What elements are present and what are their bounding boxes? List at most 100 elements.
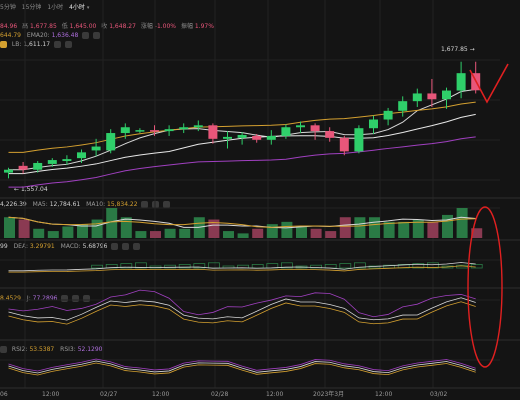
rsi2-label: RSI2: (11, 346, 28, 353)
volume-bar (442, 214, 453, 238)
time-axis-label: 06 (0, 391, 8, 398)
volume-bar (77, 224, 88, 238)
rsi3-line (8, 358, 476, 372)
eye-icon[interactable] (141, 201, 149, 208)
time-axis-label: 2023年3月 (313, 391, 345, 398)
close-icon[interactable] (163, 201, 171, 208)
candle-body (325, 131, 335, 138)
candle-body (208, 125, 218, 139)
volume-bar (237, 233, 249, 238)
kdj-legend: 8.4529 J: 77.2896 (0, 295, 91, 303)
volume-bar (33, 228, 45, 238)
volume-bar (398, 221, 410, 238)
rsi-icon (0, 346, 7, 353)
volume-ma5-line (8, 216, 476, 229)
rsi2-line (8, 362, 476, 376)
eye-icon[interactable] (82, 32, 90, 39)
macd-bar (207, 262, 220, 269)
candle-body (266, 135, 276, 140)
high-marker-value: 1,677.85 (441, 46, 468, 53)
volume-bar (47, 231, 59, 238)
volume-bar (310, 228, 322, 238)
close-icon[interactable] (83, 295, 91, 302)
candle-body (120, 127, 130, 134)
volume-bar (62, 226, 74, 238)
ohlc-close-label: 收 (101, 23, 108, 30)
settings-icon[interactable] (122, 243, 130, 250)
interval-tabs: 5分钟 15分钟 1小时 4小时 ▾ (0, 4, 89, 12)
ohlc-amp: 1.97% (194, 23, 214, 30)
close-icon[interactable] (133, 243, 141, 250)
ma-upper-band (8, 101, 476, 153)
rsi2-value: 53.5387 (29, 346, 55, 353)
candle-body (223, 136, 232, 139)
ema-label: EMA20: (26, 32, 50, 39)
macd-bar (339, 263, 352, 269)
ohlc-open: 84.96 (0, 23, 18, 30)
candle-body (442, 90, 451, 100)
volume-bar (354, 217, 366, 238)
low-marker: ← 1,557.04 (14, 186, 48, 193)
ma-legend: 644.79 EMA20: 1,636.48 (0, 32, 101, 40)
volume-bar (412, 219, 424, 238)
candle-body (427, 93, 437, 100)
volume-bar (383, 221, 395, 238)
candle-body (18, 165, 28, 170)
ohlc-high: 1,677.85 (30, 23, 57, 30)
ohlc-low: 1,645.00 (69, 23, 97, 30)
macd-bar (353, 262, 366, 269)
volume-bar (339, 217, 351, 238)
macd-bar (178, 263, 191, 269)
vol-ma10-label: MA10: (86, 201, 106, 208)
macd-bar (470, 263, 483, 269)
macd-dea-label: DEA: (13, 243, 28, 250)
volume-bar (120, 217, 132, 238)
macd-bar (280, 262, 293, 269)
kdj-k-line (8, 297, 476, 321)
ohlc-low-label: 低 (61, 23, 68, 30)
interval-5m[interactable]: 5分钟 (0, 4, 16, 11)
macd-bar (149, 265, 162, 269)
time-axis-label: 12:00 (152, 391, 170, 398)
time-axis-label: 03/02 (430, 391, 448, 398)
settings-icon[interactable] (64, 41, 72, 48)
macd-bar (164, 264, 177, 269)
settings-icon[interactable] (72, 295, 80, 302)
interval-15m[interactable]: 15分钟 (21, 4, 42, 11)
candle-body (237, 134, 247, 138)
candle-body (412, 93, 422, 102)
lb-label: LB: (11, 41, 22, 48)
candle-body (164, 129, 174, 132)
settings-icon[interactable] (152, 201, 160, 208)
kdj-j-line (8, 289, 476, 318)
eye-icon[interactable] (111, 243, 119, 250)
volume-bar (223, 231, 234, 238)
candle-body (106, 133, 116, 151)
low-marker-value: 1,557.04 (20, 186, 48, 193)
macd-dea-value: 3.29791 (29, 243, 55, 250)
volume-bar (369, 217, 380, 238)
candle-body (150, 130, 159, 132)
ohlc-change: -1.00% (154, 23, 177, 30)
eye-icon[interactable] (61, 295, 69, 302)
candle-body (252, 135, 262, 140)
vol-ma10-value: 15,834.22 (107, 201, 138, 208)
high-marker: 1,677.85 → (441, 46, 475, 53)
candle-body (179, 127, 189, 130)
annotation-ellipse (467, 206, 503, 368)
macd-dif-value: 99 (0, 243, 8, 250)
kdj-d-value: 8.4529 (0, 295, 21, 302)
settings-icon[interactable] (93, 32, 101, 39)
interval-1h[interactable]: 1小时 (47, 4, 64, 11)
interval-dropdown-icon[interactable]: ▾ (86, 5, 90, 11)
eye-icon[interactable] (53, 41, 61, 48)
interval-4h[interactable]: 4小时 (69, 4, 85, 11)
macd-bar (120, 263, 133, 269)
kdj-d-line (8, 301, 476, 325)
candle-body (33, 162, 43, 170)
volume-legend: 4,226.39 MA5: 12,784.61 MA10: 15,834.22 (0, 201, 171, 209)
volume-bar (18, 219, 30, 238)
ema-value: 1,636.48 (51, 32, 79, 39)
